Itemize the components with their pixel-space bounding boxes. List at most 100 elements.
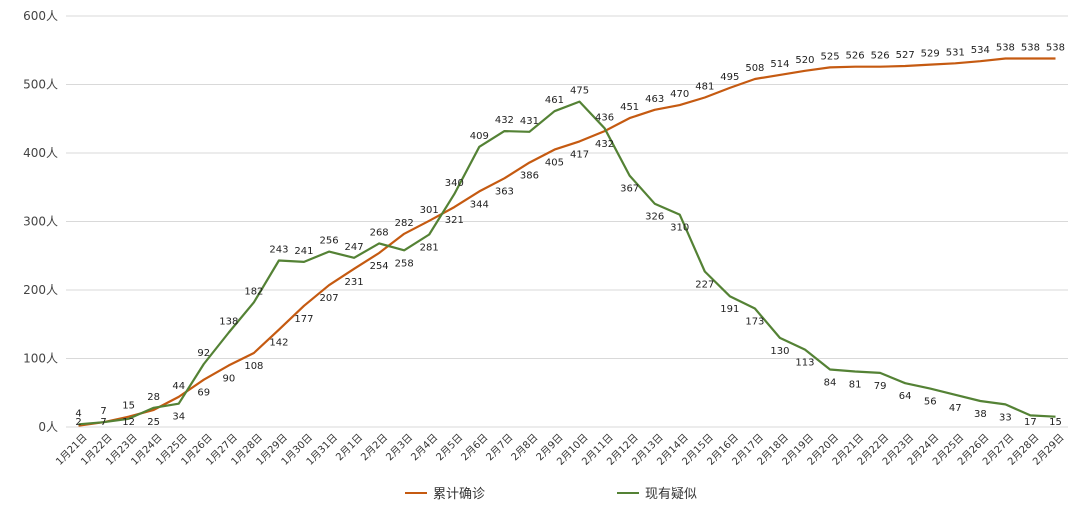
suspected-data-label: 475 xyxy=(570,86,589,97)
x-tick-label: 2月1日 xyxy=(334,432,366,464)
suspected-data-label: 268 xyxy=(370,227,389,238)
confirmed-data-label: 2 xyxy=(75,417,81,428)
suspected-data-label: 92 xyxy=(197,348,210,359)
confirmed-data-label: 526 xyxy=(871,51,890,62)
confirmed-data-label: 15 xyxy=(122,401,135,412)
confirmed-data-label: 231 xyxy=(345,277,364,288)
y-tick-label: 500人 xyxy=(23,78,58,92)
suspected-data-label: 173 xyxy=(745,316,764,327)
confirmed-data-label: 254 xyxy=(370,261,389,272)
suspected-data-label: 12 xyxy=(122,417,135,428)
confirmed-line xyxy=(78,57,1056,427)
suspected-data-label: 409 xyxy=(470,131,489,142)
suspected-data-label: 241 xyxy=(294,246,313,257)
legend-item-confirmed[interactable]: 累计确诊 xyxy=(405,483,485,502)
confirmed-data-label: 531 xyxy=(946,47,965,58)
suspected-data-label: 138 xyxy=(219,316,238,327)
suspected-data-label: 38 xyxy=(974,409,987,420)
legend-swatch-suspected xyxy=(617,491,639,494)
confirmed-data-label: 363 xyxy=(495,186,514,197)
confirmed-data-label: 69 xyxy=(197,388,210,399)
suspected-data-label: 367 xyxy=(620,184,639,195)
legend-label-confirmed: 累计确诊 xyxy=(433,487,486,502)
x-tick-label: 2月4日 xyxy=(409,432,441,464)
confirmed-data-label: 508 xyxy=(745,63,764,74)
x-tick-label: 2月5日 xyxy=(434,432,466,464)
confirmed-data-label: 538 xyxy=(1046,42,1065,53)
grid xyxy=(66,15,1068,428)
confirmed-data-label: 495 xyxy=(720,72,739,83)
confirmed-data-label: 108 xyxy=(244,361,263,372)
confirmed-data-label: 526 xyxy=(846,51,865,62)
x-tick-label: 2月6日 xyxy=(459,432,491,464)
suspected-data-label: 84 xyxy=(824,377,837,388)
confirmed-data-label: 7 xyxy=(100,406,106,417)
suspected-data-label: 461 xyxy=(545,95,564,106)
x-tick-label: 2月8日 xyxy=(509,432,541,464)
suspected-data-label: 15 xyxy=(1049,417,1062,428)
y-tick-label: 100人 xyxy=(23,352,58,366)
line-chart: 0人 100人 200人 300人 400人 500人 600人 1月21日1月22日1月2… xyxy=(23,9,1068,468)
confirmed-data-label: 386 xyxy=(520,171,539,182)
confirmed-data-label: 534 xyxy=(971,45,990,56)
confirmed-data-label: 344 xyxy=(470,199,489,210)
suspected-data-label: 182 xyxy=(244,286,263,297)
suspected-data-label: 79 xyxy=(874,381,887,392)
confirmed-data-label: 451 xyxy=(620,102,639,113)
confirmed-data-label: 177 xyxy=(294,314,313,325)
suspected-data-label: 17 xyxy=(1024,417,1037,428)
suspected-data-label: 47 xyxy=(949,403,962,414)
confirmed-data-label: 538 xyxy=(1021,42,1040,53)
y-axis: 0人 100人 200人 300人 400人 500人 600人 xyxy=(23,9,58,434)
y-tick-label: 400人 xyxy=(23,146,58,160)
suspected-data-label: 56 xyxy=(924,397,937,408)
x-tick-label: 2月7日 xyxy=(484,432,516,464)
confirmed-data-label: 207 xyxy=(319,293,338,304)
legend-label-suspected: 现有疑似 xyxy=(645,487,698,502)
confirmed-data-label: 538 xyxy=(996,42,1015,53)
confirmed-data-label: 525 xyxy=(820,51,839,62)
y-tick-label: 200人 xyxy=(23,283,58,297)
y-tick-label: 600人 xyxy=(23,9,58,23)
y-tick-label: 300人 xyxy=(23,215,58,229)
suspected-data-label: 33 xyxy=(999,412,1012,423)
confirmed-data-label: 405 xyxy=(545,158,564,169)
suspected-data-label: 432 xyxy=(495,115,514,126)
confirmed-data-label: 25 xyxy=(147,417,160,428)
suspected-data-label: 436 xyxy=(595,112,614,123)
legend-swatch-confirmed xyxy=(405,491,427,494)
suspected-data-label: 34 xyxy=(172,412,185,423)
x-tick-label: 2月3日 xyxy=(384,432,416,464)
confirmed-data-label: 527 xyxy=(896,50,915,61)
suspected-data-label: 28 xyxy=(147,392,160,403)
suspected-data-label: 113 xyxy=(795,358,814,369)
suspected-data-label: 431 xyxy=(520,116,539,127)
confirmed-data-label: 481 xyxy=(695,82,714,93)
x-tick-label: 2月2日 xyxy=(359,432,391,464)
confirmed-data-label: 520 xyxy=(795,55,814,66)
legend-item-suspected[interactable]: 现有疑似 xyxy=(617,483,697,502)
confirmed-data-label: 463 xyxy=(645,94,664,105)
confirmed-data-label: 282 xyxy=(395,218,414,229)
confirmed-data-label: 44 xyxy=(172,381,185,392)
suspected-data-label: 64 xyxy=(899,391,912,402)
confirmed-data-label: 529 xyxy=(921,49,940,60)
x-axis: 1月21日1月22日1月23日1月24日1月25日1月26日1月27日1月28日… xyxy=(53,432,1066,468)
suspected-data-label: 281 xyxy=(420,243,439,254)
suspected-data-label: 243 xyxy=(269,245,288,256)
suspected-data-label: 326 xyxy=(645,212,664,223)
confirmed-data-label: 321 xyxy=(445,215,464,226)
confirmed-data-label: 90 xyxy=(222,373,235,384)
suspected-data-label: 7 xyxy=(100,417,106,428)
suspected-data-label: 81 xyxy=(849,380,862,391)
suspected-data-label: 256 xyxy=(319,236,338,247)
confirmed-data-label: 432 xyxy=(595,139,614,150)
suspected-data-label: 258 xyxy=(395,258,414,269)
suspected-data-label: 191 xyxy=(720,304,739,315)
series-lines xyxy=(78,57,1056,427)
suspected-line xyxy=(78,100,1056,426)
confirmed-data-label: 301 xyxy=(420,205,439,216)
legend: 累计确诊 现有疑似 xyxy=(0,483,1080,505)
confirmed-data-label: 514 xyxy=(770,59,789,70)
